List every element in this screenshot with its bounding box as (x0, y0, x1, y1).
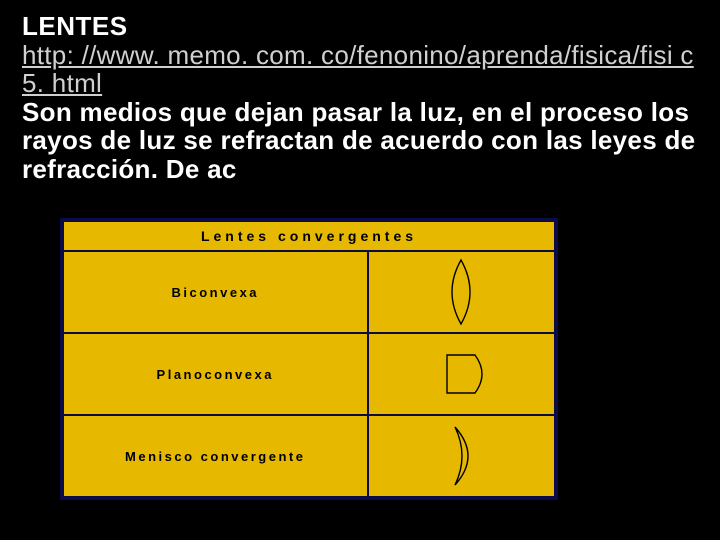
lens-table: Lentes convergentes Biconvexa Planoconve… (60, 218, 558, 500)
source-url[interactable]: http: //www. memo. com. co/fenonino/apre… (22, 41, 698, 98)
lens-shape-meniscus (369, 416, 554, 496)
lens-label: Menisco convergente (64, 416, 367, 496)
table-row: Menisco convergente (64, 416, 554, 496)
lens-shape-biconvex (369, 252, 554, 332)
slide-title: LENTES (22, 12, 698, 41)
table-row: Biconvexa (64, 252, 554, 332)
lens-label: Planoconvexa (64, 334, 367, 414)
slide-text-block: LENTES http: //www. memo. com. co/fenoni… (0, 0, 720, 184)
table-row: Planoconvexa (64, 334, 554, 414)
table-header: Lentes convergentes (64, 222, 554, 250)
slide-body-text: Son medios que dejan pasar la luz, en el… (22, 98, 698, 184)
lens-label: Biconvexa (64, 252, 367, 332)
lens-shape-planoconvex (369, 334, 554, 414)
